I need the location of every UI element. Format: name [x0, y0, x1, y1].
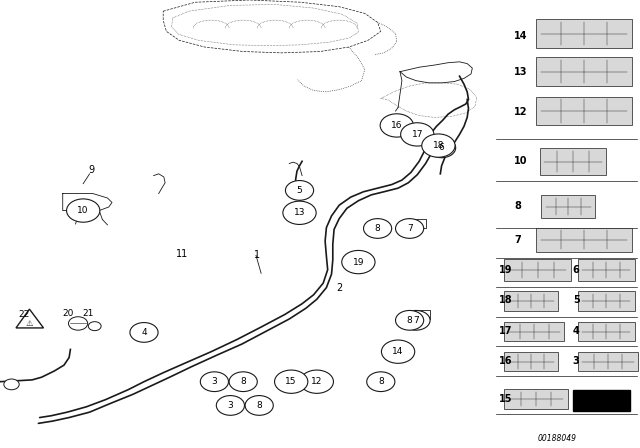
Circle shape — [4, 379, 19, 390]
FancyBboxPatch shape — [540, 148, 606, 175]
Circle shape — [428, 138, 456, 158]
Text: 17: 17 — [499, 326, 513, 336]
Circle shape — [300, 370, 333, 393]
Circle shape — [285, 181, 314, 200]
Text: 16: 16 — [391, 121, 403, 130]
Text: 11: 11 — [176, 250, 189, 259]
FancyBboxPatch shape — [504, 389, 568, 409]
Text: 8: 8 — [378, 377, 383, 386]
Circle shape — [245, 396, 273, 415]
Text: 12: 12 — [311, 377, 323, 386]
Text: 8: 8 — [407, 316, 412, 325]
Text: 3: 3 — [212, 377, 217, 386]
Text: 17: 17 — [412, 130, 423, 139]
FancyBboxPatch shape — [536, 19, 632, 48]
Circle shape — [200, 372, 228, 392]
FancyBboxPatch shape — [536, 97, 632, 125]
Text: 3: 3 — [228, 401, 233, 410]
Text: 12: 12 — [514, 107, 527, 117]
Text: 7: 7 — [514, 235, 521, 245]
Text: 15: 15 — [285, 377, 297, 386]
Text: 7: 7 — [413, 316, 419, 325]
FancyBboxPatch shape — [541, 195, 595, 218]
FancyBboxPatch shape — [504, 291, 558, 311]
Text: 5: 5 — [573, 295, 580, 305]
Circle shape — [367, 372, 395, 392]
Circle shape — [396, 310, 424, 330]
Circle shape — [88, 322, 101, 331]
Circle shape — [422, 134, 455, 157]
Circle shape — [216, 396, 244, 415]
Text: 18: 18 — [499, 295, 513, 305]
Text: 18: 18 — [433, 141, 444, 150]
Circle shape — [396, 219, 424, 238]
Polygon shape — [63, 194, 112, 211]
Text: 7: 7 — [407, 224, 412, 233]
Circle shape — [401, 123, 434, 146]
Text: 9: 9 — [88, 165, 95, 175]
Bar — [573, 390, 630, 411]
Text: 4: 4 — [573, 326, 580, 336]
Text: 16: 16 — [499, 356, 513, 366]
Circle shape — [130, 323, 158, 342]
FancyBboxPatch shape — [578, 322, 635, 341]
Text: 2: 2 — [336, 283, 342, 293]
Text: 8: 8 — [514, 201, 521, 211]
Text: 14: 14 — [514, 31, 527, 41]
Circle shape — [68, 317, 88, 330]
FancyBboxPatch shape — [504, 352, 558, 371]
Text: 6: 6 — [573, 265, 580, 275]
FancyBboxPatch shape — [578, 352, 638, 371]
Text: 19: 19 — [499, 265, 513, 275]
Text: 19: 19 — [353, 258, 364, 267]
Circle shape — [402, 310, 430, 330]
Circle shape — [283, 201, 316, 224]
Text: 8: 8 — [241, 377, 246, 386]
FancyBboxPatch shape — [536, 228, 632, 252]
Text: 15: 15 — [499, 394, 513, 404]
Text: 3: 3 — [573, 356, 580, 366]
Text: 13: 13 — [514, 67, 527, 77]
Text: 14: 14 — [392, 347, 404, 356]
FancyBboxPatch shape — [504, 259, 571, 281]
FancyBboxPatch shape — [536, 57, 632, 86]
Circle shape — [364, 219, 392, 238]
Circle shape — [229, 372, 257, 392]
FancyBboxPatch shape — [578, 291, 635, 311]
Text: 20: 20 — [63, 309, 74, 318]
Circle shape — [342, 250, 375, 274]
Text: 00188049: 00188049 — [538, 434, 576, 443]
Text: 5: 5 — [297, 186, 302, 195]
Text: 8: 8 — [375, 224, 380, 233]
Text: 4: 4 — [141, 328, 147, 337]
Text: 22: 22 — [19, 310, 30, 319]
Text: 10: 10 — [77, 206, 89, 215]
Text: 1: 1 — [254, 250, 260, 260]
Text: ⚠: ⚠ — [26, 319, 33, 328]
Text: 10: 10 — [514, 156, 527, 166]
Circle shape — [380, 114, 413, 137]
Text: 8: 8 — [257, 401, 262, 410]
Text: 13: 13 — [294, 208, 305, 217]
Circle shape — [275, 370, 308, 393]
FancyBboxPatch shape — [504, 322, 564, 341]
FancyBboxPatch shape — [578, 259, 635, 281]
Circle shape — [381, 340, 415, 363]
Text: 6: 6 — [439, 143, 444, 152]
Text: 21: 21 — [83, 309, 94, 318]
Circle shape — [67, 199, 100, 222]
